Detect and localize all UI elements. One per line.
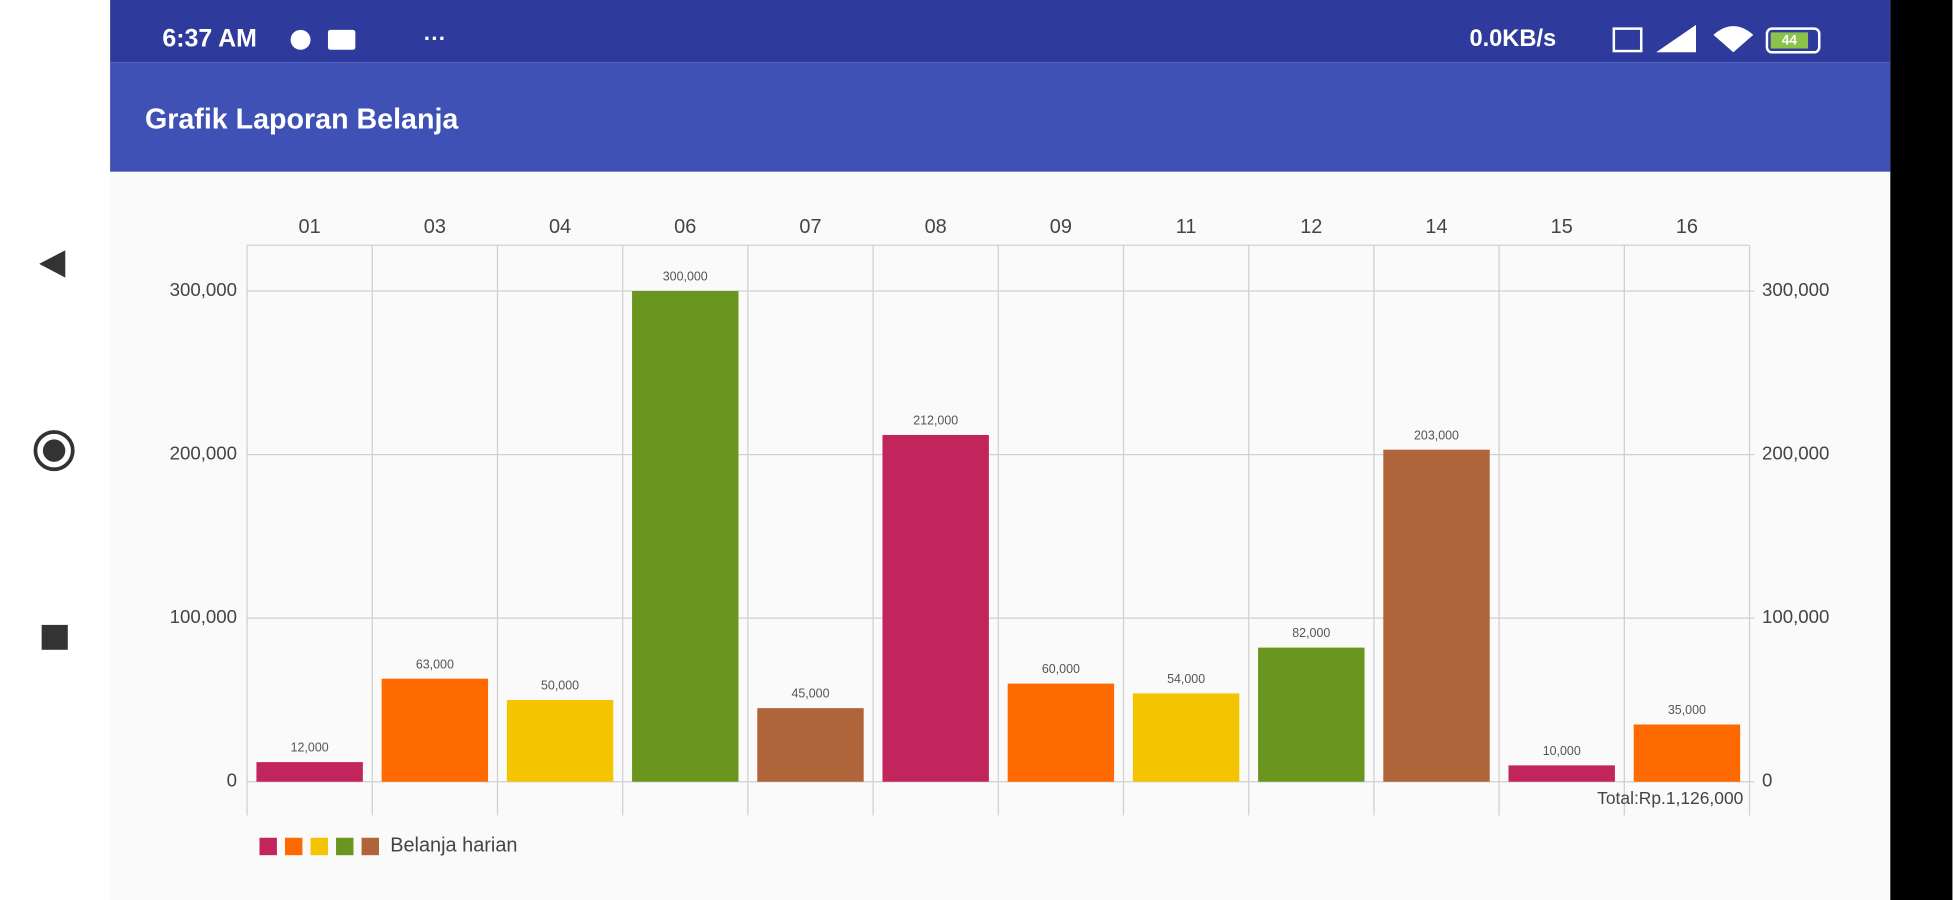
battery-icon [1765, 27, 1821, 54]
bar [1258, 647, 1365, 782]
right-edge [1890, 0, 1953, 900]
total-annotation: Total:Rp.1,126,000 [1597, 788, 1743, 808]
value-label: 63,000 [416, 657, 454, 671]
network-speed: 0.0KB/s [1469, 26, 1556, 52]
home-button-dot [42, 439, 66, 462]
y-tick-label: 200,000 [170, 443, 237, 464]
message-icon [327, 29, 356, 50]
wifi-icon [1713, 26, 1754, 53]
y-tick-label: 300,000 [170, 279, 237, 300]
bar [506, 699, 614, 782]
status-bar [110, 0, 1891, 63]
legend-label: Belanja harian [390, 835, 517, 857]
chart: 0 100,000 200,000 300,000 0 100,000 200,000 300… [170, 216, 1830, 857]
x-tick-label: 07 [799, 216, 821, 238]
bar [1633, 724, 1741, 782]
more-icon: ··· [424, 26, 446, 51]
app-title: Grafik Laporan Belanja [145, 103, 459, 135]
value-label: 12,000 [291, 741, 329, 755]
x-tick-label: 14 [1425, 216, 1447, 238]
x-tick-label: 08 [925, 216, 947, 238]
x-tick-label: 15 [1551, 216, 1573, 238]
x-tick-label: 01 [299, 216, 321, 238]
bar [1007, 683, 1115, 782]
bar [1132, 693, 1240, 782]
x-tick-label: 04 [549, 216, 571, 238]
x-tick-label: 16 [1676, 216, 1698, 238]
x-tick-label: 06 [674, 216, 696, 238]
battery-text: 44 [1782, 33, 1798, 48]
value-label: 212,000 [913, 414, 958, 428]
bar [1508, 765, 1615, 782]
value-label: 203,000 [1414, 428, 1459, 442]
recents-button[interactable] [41, 624, 68, 650]
y2-tick-label: 100,000 [1762, 606, 1829, 627]
value-label: 82,000 [1292, 626, 1330, 640]
value-label: 45,000 [791, 687, 829, 701]
value-label: 54,000 [1167, 672, 1205, 686]
legend-swatch [310, 837, 328, 856]
value-label: 300,000 [663, 270, 708, 284]
back-button[interactable] [39, 250, 66, 278]
value-label: 60,000 [1042, 662, 1080, 676]
settings-icon [290, 29, 311, 50]
app-bar [110, 62, 1891, 172]
x-tick-label: 12 [1300, 216, 1322, 238]
bar [632, 291, 739, 782]
battery-level [1770, 32, 1809, 49]
x-tick-label: 03 [424, 216, 446, 238]
sim-icon [1612, 27, 1643, 53]
value-label: 50,000 [541, 679, 579, 693]
value-label: 35,000 [1668, 703, 1706, 717]
y2-tick-label: 200,000 [1762, 443, 1829, 464]
bar [882, 434, 989, 782]
y2-tick-label: 300,000 [1762, 279, 1829, 300]
x-tick-label: 09 [1050, 216, 1072, 238]
legend-swatch [259, 837, 277, 856]
bar [381, 678, 489, 782]
signal-icon [1656, 24, 1697, 53]
home-button[interactable] [33, 430, 75, 472]
y-tick-label: 100,000 [170, 606, 237, 627]
legend-swatch [336, 837, 354, 856]
y2-tick-label: 0 [1762, 770, 1772, 791]
legend-swatch [361, 837, 379, 856]
bar [1383, 449, 1490, 782]
status-time: 6:37 AM [162, 24, 256, 52]
legend-swatch [285, 837, 303, 856]
bar [256, 762, 363, 782]
value-label: 10,000 [1543, 744, 1581, 758]
y-tick-label: 0 [227, 770, 237, 791]
bar [757, 708, 864, 782]
x-tick-label: 11 [1176, 216, 1197, 238]
